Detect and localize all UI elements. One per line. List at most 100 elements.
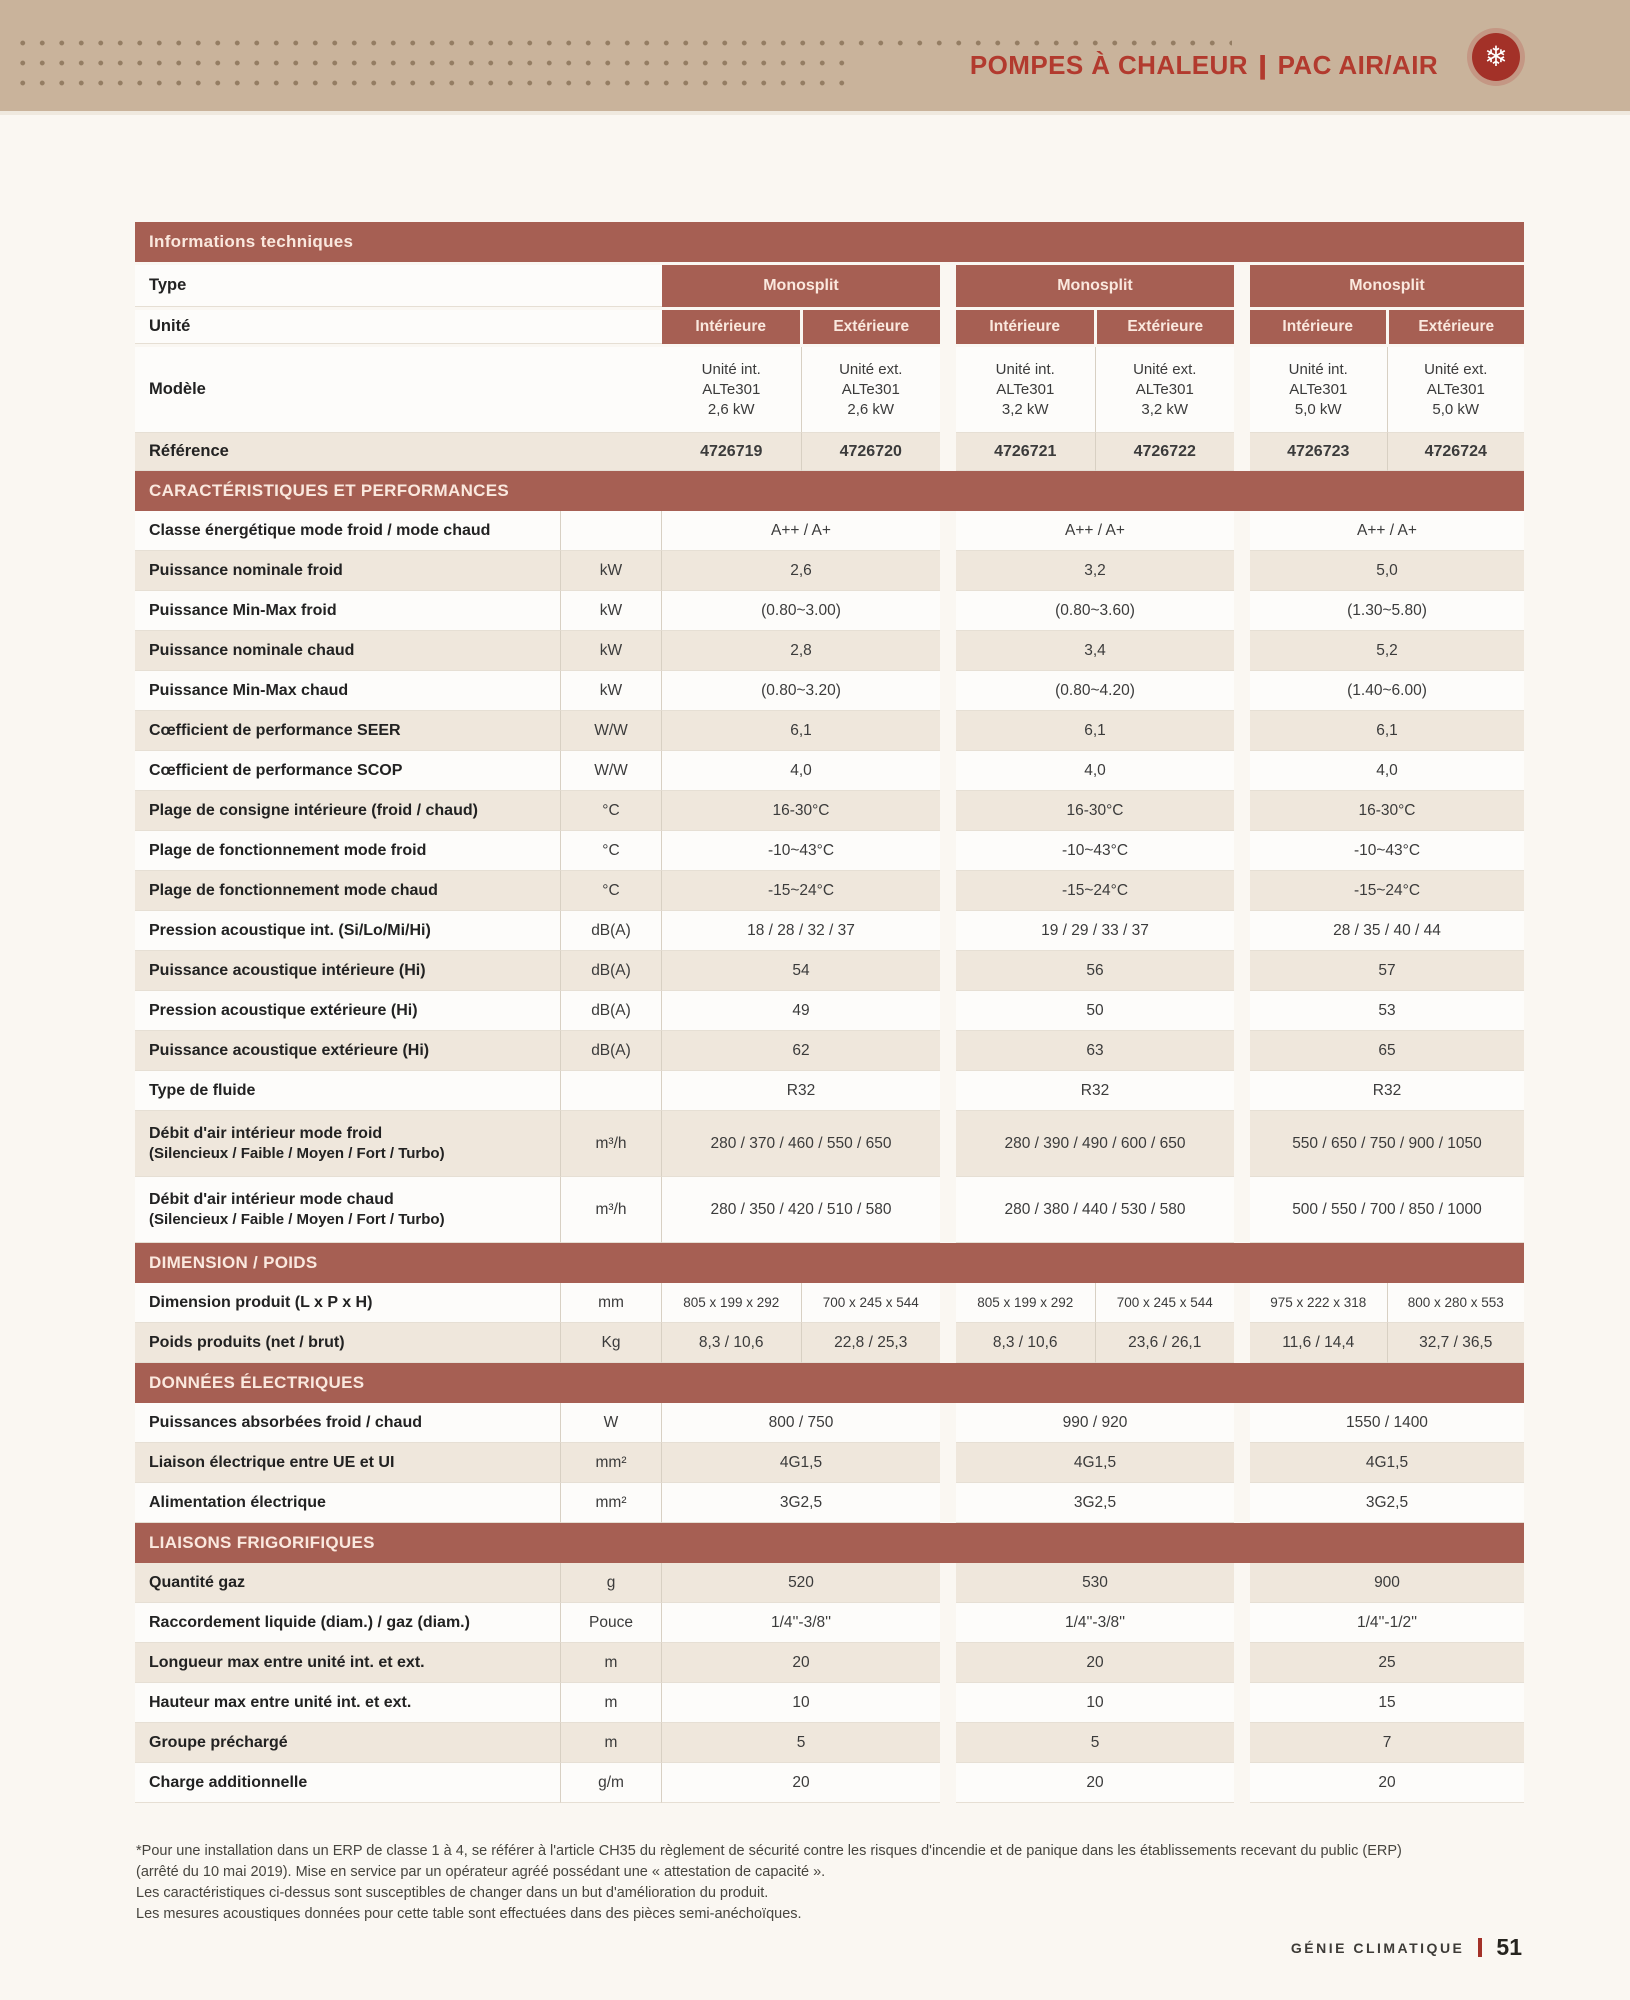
row-label-text: Groupe préchargé [149, 1733, 288, 1751]
value-cell: 1/4''-3/8'' [956, 1603, 1234, 1643]
footer-separator [1478, 1938, 1483, 1957]
spec-row: Quantité gaz g 520 530 900 [135, 1563, 1524, 1603]
spec-row: Longueur max entre unité int. et ext. m 20… [135, 1643, 1524, 1683]
value-cell: A++ / A+ [956, 511, 1234, 551]
column-gap [940, 711, 956, 751]
section-banner: CARACTÉRISTIQUES ET PERFORMANCES [135, 471, 1524, 511]
spec-row: Raccordement liquide (diam.) / gaz (diam… [135, 1603, 1524, 1643]
model-line: Unité int. [1288, 360, 1348, 378]
row-label-text: Puissance acoustique intérieure (Hi) [149, 961, 426, 979]
row-unit: Pouce [560, 1603, 662, 1643]
value-cell: 1550 / 1400 [1250, 1403, 1524, 1443]
column-gap [1234, 1603, 1250, 1643]
group-type-header: Monosplit [956, 265, 1234, 307]
snowflake-icon: ❄ [1472, 33, 1520, 81]
spec-row: Plage de fonctionnement mode froid °C -10~… [135, 831, 1524, 871]
value-cell: 8,3 / 10,6 [956, 1323, 1096, 1363]
row-unit [560, 511, 662, 551]
row-unit: °C [560, 791, 662, 831]
row-label-subtext: (Silencieux / Faible / Moyen / Fort / Tu… [149, 1144, 445, 1162]
column-gap [940, 1031, 956, 1071]
value-cell: (1.30~5.80) [1250, 591, 1524, 631]
reference-cell: 4726720 [801, 433, 940, 471]
value-cell: 15 [1250, 1683, 1524, 1723]
column-gap [940, 671, 956, 711]
spec-row: Débit d'air intérieur mode chaud (Silenci… [135, 1177, 1524, 1243]
value-cell: (1.40~6.00) [1250, 671, 1524, 711]
column-gap [940, 433, 956, 471]
unit-column-pair: Intérieure Extérieure [662, 310, 940, 344]
column-gap [1234, 991, 1250, 1031]
column-gap [940, 1071, 956, 1111]
row-unit: W/W [560, 711, 662, 751]
section-banner: DONNÉES ÉLECTRIQUES [135, 1363, 1524, 1403]
model-line: Unité ext. [1133, 360, 1197, 378]
value-cell: 28 / 35 / 40 / 44 [1250, 911, 1524, 951]
row-label: Puissance Min-Max chaud [135, 671, 560, 711]
value-cell: 990 / 920 [956, 1403, 1234, 1443]
row-label: Dimension produit (L x P x H) [135, 1283, 560, 1323]
column-gap [1234, 871, 1250, 911]
row-label: Puissances absorbées froid / chaud [135, 1403, 560, 1443]
spec-row: Poids produits (net / brut) Kg 8,3 / 10,6 2… [135, 1323, 1524, 1363]
column-gap [940, 1323, 956, 1363]
column-gap [940, 1403, 956, 1443]
value-cell: -10~43°C [956, 831, 1234, 871]
row-label: Quantité gaz [135, 1563, 560, 1603]
column-gap [940, 551, 956, 591]
model-pair: Unité int. ALTe301 2,6 kW Unité ext. ALTe301… [662, 347, 940, 433]
row-label: Type de fluide [135, 1071, 560, 1111]
value-cell: 520 [662, 1563, 940, 1603]
row-unit: m [560, 1723, 662, 1763]
model-line: Unité ext. [839, 360, 903, 378]
row-label-text: Charge additionnelle [149, 1773, 308, 1791]
value-pair: 805 x 199 x 292 700 x 245 x 544 [956, 1283, 1234, 1323]
value-cell: 22,8 / 25,3 [801, 1323, 940, 1363]
column-gap [940, 791, 956, 831]
value-cell: 700 x 245 x 544 [801, 1283, 940, 1323]
row-label-text: Puissances absorbées froid / chaud [149, 1413, 422, 1431]
spec-row: Pression acoustique int. (Si/Lo/Mi/Hi) dB… [135, 911, 1524, 951]
row-label-text: Alimentation électrique [149, 1493, 326, 1511]
value-cell: 20 [1250, 1763, 1524, 1803]
column-gap [940, 1563, 956, 1603]
row-label: Poids produits (net / brut) [135, 1323, 560, 1363]
reference-cell: 4726721 [956, 433, 1096, 471]
column-gap [1234, 433, 1250, 471]
row-label-subtext: (Silencieux / Faible / Moyen / Fort / Tu… [149, 1210, 445, 1228]
reference-pair: 4726723 4726724 [1250, 433, 1524, 471]
row-label: Puissance acoustique intérieure (Hi) [135, 951, 560, 991]
column-gap [1234, 1177, 1250, 1243]
column-gap [1234, 1443, 1250, 1483]
row-unit: g [560, 1563, 662, 1603]
column-gap [1234, 265, 1250, 307]
model-line: 2,6 kW [707, 400, 755, 418]
value-cell: -15~24°C [1250, 871, 1524, 911]
value-cell: 6,1 [956, 711, 1234, 751]
row-label-text: Puissance nominale chaud [149, 641, 355, 659]
spec-row: Cœfficient de performance SEER W/W 6,1 6,1 6… [135, 711, 1524, 751]
value-cell: 2,6 [662, 551, 940, 591]
dot-pattern [10, 30, 1232, 47]
row-label: Puissance nominale froid [135, 551, 560, 591]
value-cell: 5,2 [1250, 631, 1524, 671]
value-cell: 25 [1250, 1643, 1524, 1683]
row-unit: °C [560, 831, 662, 871]
value-cell: 6,1 [662, 711, 940, 751]
row-unit: m [560, 1643, 662, 1683]
row-unit: dB(A) [560, 1031, 662, 1071]
value-cell: (0.80~3.20) [662, 671, 940, 711]
column-gap [940, 1177, 956, 1243]
row-label: Plage de consigne intérieure (froid / ch… [135, 791, 560, 831]
footnote-line: Les caractéristiques ci-dessus sont susc… [136, 1885, 769, 1901]
model-line: 3,2 kW [1141, 400, 1189, 418]
row-label: Longueur max entre unité int. et ext. [135, 1643, 560, 1683]
row-label-text: Liaison électrique entre UE et UI [149, 1453, 395, 1471]
value-cell: 5 [956, 1723, 1234, 1763]
row-unit: g/m [560, 1763, 662, 1803]
value-cell: 4,0 [956, 751, 1234, 791]
row-unit: dB(A) [560, 911, 662, 951]
value-cell: (0.80~3.60) [956, 591, 1234, 631]
value-cell: 19 / 29 / 33 / 37 [956, 911, 1234, 951]
value-cell: 280 / 380 / 440 / 530 / 580 [956, 1177, 1234, 1243]
